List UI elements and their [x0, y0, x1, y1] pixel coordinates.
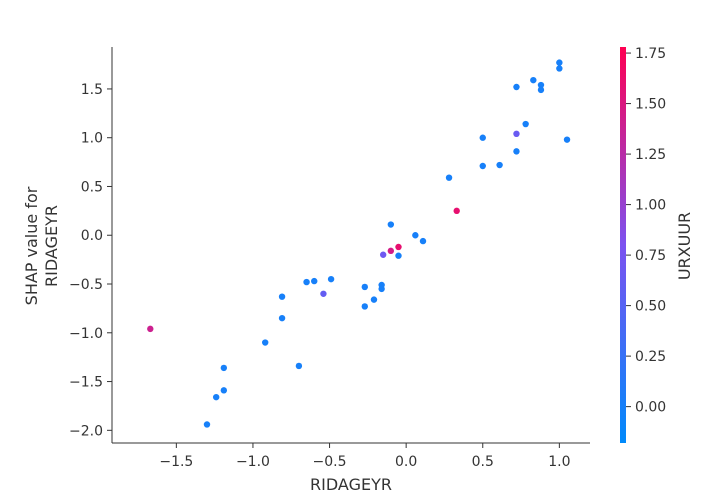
colorbar-tick-label: 1.50: [635, 97, 666, 113]
data-point: [387, 247, 395, 255]
data-point: [556, 65, 563, 72]
x-tick-label: 0.5: [472, 454, 494, 470]
data-point: [387, 221, 395, 228]
data-point: [311, 277, 318, 285]
y-tick-label: 1.5: [81, 82, 103, 98]
y-tick-label: −0.5: [69, 277, 103, 293]
y-axis-title-line2: RIDAGEYR: [42, 205, 61, 287]
data-point: [361, 303, 368, 310]
data-point: [513, 148, 520, 155]
y-tick-label: 1.0: [81, 131, 103, 147]
scatter-points: [147, 59, 571, 428]
data-point: [379, 251, 387, 258]
data-point: [262, 339, 269, 346]
y-tick-label: −2.0: [69, 423, 103, 439]
colorbar-gradient: [620, 47, 626, 443]
data-point: [378, 285, 385, 293]
data-point: [212, 393, 220, 401]
data-point: [453, 207, 460, 215]
data-point: [147, 325, 154, 333]
x-tick-label: 0.0: [395, 454, 417, 470]
y-tick-label: 0.5: [81, 179, 103, 195]
data-point: [412, 232, 419, 239]
colorbar-tick-label: 0.00: [635, 400, 666, 416]
data-point: [479, 134, 486, 141]
data-point: [479, 162, 486, 170]
data-point: [563, 136, 571, 143]
data-point: [556, 59, 563, 66]
data-point: [496, 161, 503, 169]
data-point: [220, 364, 228, 372]
data-point: [278, 314, 286, 322]
data-point: [303, 278, 310, 286]
x-tick-label: −1.0: [236, 454, 270, 470]
plot-area: −1.5 −1.0 −0.5 0.0 0.5 1.0 −2.0 −1.5 −1.0 −0.5 0.…: [69, 47, 590, 470]
data-point: [395, 243, 402, 251]
colorbar-tick-label: 1.00: [635, 198, 666, 214]
colorbar-ticks: 0.00 0.25 0.50 0.75 1.00 1.25 1.50 1.75: [626, 46, 666, 416]
y-axis-title-line1: SHAP value for: [22, 186, 41, 305]
x-tick-label: −0.5: [313, 454, 347, 470]
colorbar-tick-label: 0.50: [635, 299, 666, 315]
colorbar-tick-label: 1.75: [635, 46, 666, 62]
x-tick-label: 1.0: [548, 454, 570, 470]
data-point: [361, 283, 368, 291]
data-point: [327, 275, 335, 283]
y-tick-label: −1.5: [69, 375, 103, 391]
data-point: [203, 421, 211, 428]
data-point: [513, 83, 520, 91]
x-tick-label: −1.5: [159, 454, 193, 470]
data-point: [522, 120, 529, 128]
colorbar-tick-label: 1.25: [635, 147, 666, 163]
colorbar-title: URXUUR: [675, 212, 694, 280]
y-axis-ticks: −2.0 −1.5 −1.0 −0.5 0.0 0.5 1.0 1.5: [69, 82, 112, 439]
data-point: [513, 130, 520, 138]
y-tick-label: 0.0: [81, 228, 103, 244]
y-tick-label: −1.0: [69, 326, 103, 342]
colorbar: 0.00 0.25 0.50 0.75 1.00 1.25 1.50 1.75 URXUUR: [620, 46, 694, 443]
data-point: [537, 81, 545, 89]
data-point: [537, 86, 545, 94]
data-point: [530, 76, 537, 84]
data-point: [278, 293, 286, 300]
data-point: [419, 237, 427, 245]
x-axis-ticks: −1.5 −1.0 −0.5 0.0 0.5 1.0: [159, 443, 570, 470]
data-point: [370, 296, 378, 303]
data-point: [320, 290, 327, 297]
colorbar-tick-label: 0.75: [635, 248, 666, 264]
colorbar-tick-label: 0.25: [635, 349, 666, 365]
data-point: [395, 252, 402, 259]
x-axis-title: RIDAGEYR: [310, 475, 392, 494]
data-point: [295, 362, 303, 370]
data-point: [445, 174, 453, 181]
data-point: [220, 387, 228, 394]
